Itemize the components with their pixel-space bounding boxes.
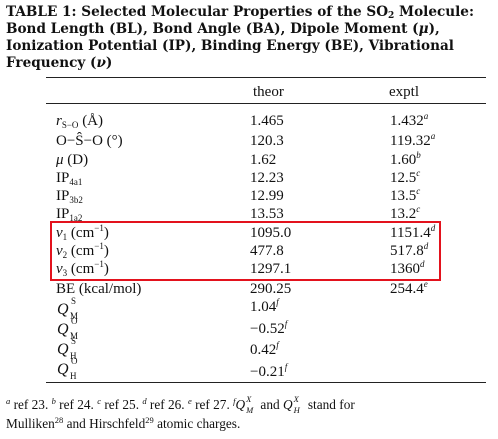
row-label-bond-length: rS−O (Å) [56,113,104,130]
cell-exptl: 517.8d [390,241,429,260]
table-footnotes: a ref 23. b ref 24. c ref 25. d ref 26. … [6,394,355,431]
cell-exptl: 1.60b [390,150,421,169]
cell-theor: 1.465 [250,113,284,129]
cell-exptl: 12.5c [390,168,421,187]
cell-theor: 290.25 [250,281,292,297]
cell-exptl: 1.432a [390,111,429,130]
row-label-bond-angle: O−Ŝ−O (°) [56,133,123,149]
cell-theor: 12.99 [250,188,284,204]
cell-exptl: 119.32a [390,131,436,150]
bottom-rule [46,382,486,383]
cell-exptl: 1360d [390,259,425,278]
table-caption: TABLE 1: Selected Molecular Properties o… [6,4,474,71]
cell-theor: −0.52f [250,319,288,338]
highlight-box [50,221,441,281]
header-rule [46,103,486,104]
row-label-binding-energy: BE (kcal/mol) [56,281,142,297]
cell-theor: 13.53 [250,206,284,222]
cell-exptl: 13.5c [390,186,421,205]
cell-theor: 120.3 [250,133,284,149]
row-label-ip-3b2: IP3b2 [56,188,83,205]
cell-theor: 1297.1 [250,261,292,277]
cell-theor: 1.62 [250,152,277,168]
top-rule [46,77,486,78]
cell-exptl: 13.2c [390,204,421,223]
cell-theor: 1.04f [250,297,279,316]
row-label-nu3: ν3 (cm−1) [56,259,109,278]
cell-theor: 12.23 [250,170,284,186]
cell-theor: −0.21f [250,362,288,381]
cell-theor: 477.8 [250,243,284,259]
row-label-nu2: ν2 (cm−1) [56,241,109,260]
column-header-exptl: exptl [389,84,419,100]
row-label-dipole: μ (D) [56,152,89,168]
row-label-ip-4a1: IP4a1 [56,170,83,187]
cell-theor: 1095.0 [250,225,292,241]
cell-exptl: 1151.4d [390,223,436,242]
cell-theor: 0.42f [250,340,279,359]
cell-exptl: 254.4e [390,279,428,298]
column-header-theor: theor [253,84,284,100]
row-label-nu1: ν1 (cm−1) [56,223,109,242]
row-label-ip-1a2: IP1a2 [56,206,83,223]
